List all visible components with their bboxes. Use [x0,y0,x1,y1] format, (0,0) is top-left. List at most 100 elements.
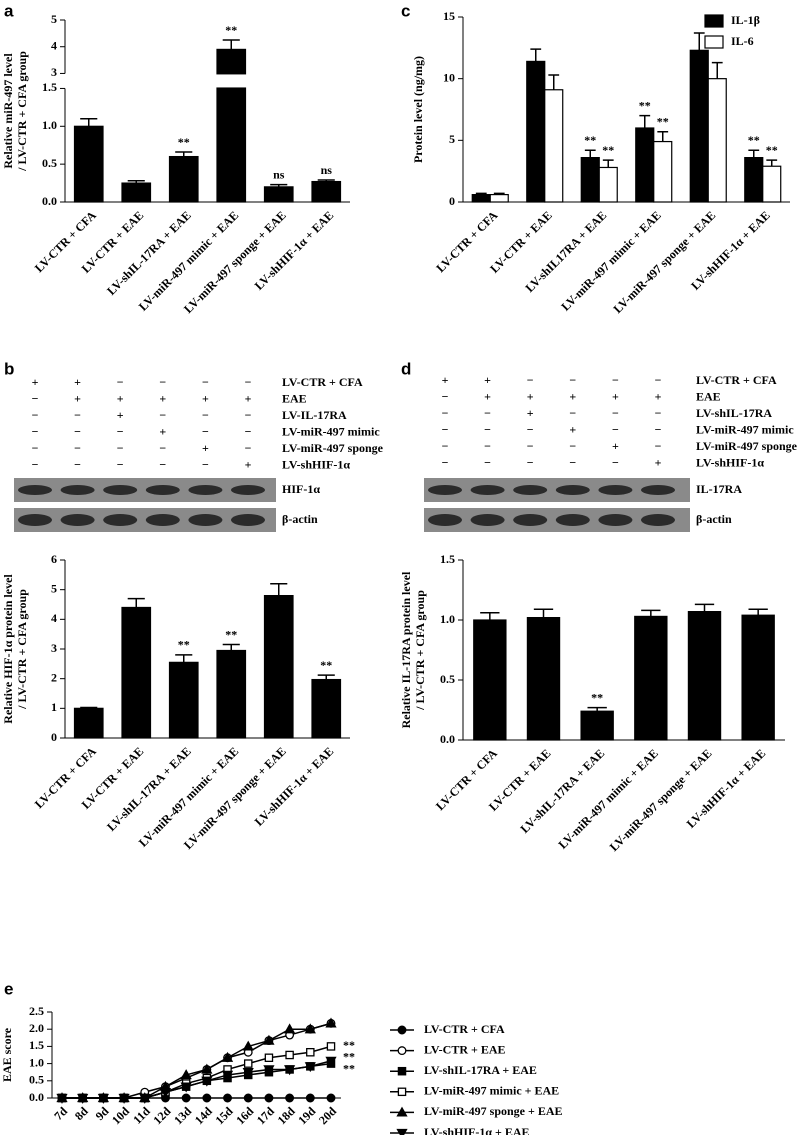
panel-letter: e [4,979,13,998]
treatment-sign: − [159,375,166,389]
legend-marker [397,1087,407,1097]
error-bar [657,130,669,142]
significance-label: ** [343,1061,355,1075]
blot-band [555,485,590,495]
band-label: HIF-1α [282,482,320,496]
y-tick-label: 5 [51,12,57,26]
treatment-sign: + [159,391,166,405]
x-tick-label: 9d [93,1104,112,1123]
legend-marker [397,1066,407,1076]
treatment-sign: + [159,424,166,438]
treatment-sign: + [569,422,576,436]
x-tick-label: 14d [192,1104,215,1127]
marker [97,1093,109,1104]
treatment-sign: − [527,373,534,387]
bar [526,616,561,741]
panel: e 0.0 0.5 1.0 1.5 2.0 2.5 EAE score 7d 8d 9d10d11d… [0,979,563,1135]
marker [263,1065,275,1076]
treatment-label: LV-shHIF-1α [696,455,764,469]
treatment-sign: − [442,439,449,453]
blot-band [145,514,180,526]
bar [598,166,618,203]
significance-label: ** [657,114,669,128]
bar [311,180,342,203]
marker [306,1047,315,1057]
treatment-label: LV-shIL-17RA [696,406,772,420]
legend-swatch [704,14,724,28]
bar [653,140,673,203]
panel: d + + − − − − LV-CTR + CFA − + + + + + EAE − − + − − − LV-shI… [399,359,798,854]
treatment-sign: − [32,457,39,471]
treatment-label: LV-miR-497 sponge [696,439,798,453]
significance-label: ** [602,143,614,157]
treatment-sign: − [117,457,124,471]
error-bar [641,609,661,617]
error-bar [317,179,335,182]
y-tick-label: 10 [443,70,455,84]
significance-label: ** [178,638,190,652]
blot-band [18,485,52,495]
treatment-sign: − [245,408,252,422]
x-tick-label: 20d [316,1104,339,1127]
significance-label: ** [225,23,237,37]
blot-band [641,485,675,495]
treatment-sign: − [484,439,491,453]
treatment-sign: − [442,455,449,469]
marker [326,1042,336,1051]
bar [635,127,655,203]
marker [264,1093,274,1103]
treatment-sign: − [202,457,209,471]
treatment-sign: − [655,422,662,436]
error-bar [711,61,723,79]
y-axis-title: EAE score [0,1027,14,1082]
treatment-sign: + [442,373,449,387]
y-tick-label: 0.0 [42,194,57,208]
error-bar [748,149,760,158]
treatment-sign: − [484,406,491,420]
treatment-sign: − [202,424,209,438]
blot-band [103,514,138,526]
bar [471,194,491,203]
bar [121,606,152,739]
error-bar [80,117,98,127]
treatment-sign: − [245,424,252,438]
bar [689,49,709,203]
legend-label: LV-CTR + EAE [424,1042,506,1056]
treatment-sign: + [484,373,491,387]
blot-band [188,485,223,495]
marker [242,1040,254,1051]
treatment-label: LV-miR-497 mimic [282,424,380,438]
error-bar [475,192,487,195]
marker [243,1059,253,1068]
treatment-sign: + [202,441,209,455]
blot-band [513,514,548,526]
treatment-sign: − [117,441,124,455]
error-bar [222,39,240,50]
blot-band [598,485,633,495]
marker [285,1050,294,1060]
marker [181,1093,191,1103]
marker [118,1093,130,1104]
bar [762,165,782,203]
y-tick-label: 1.5 [29,1038,44,1052]
blot-band [188,514,223,526]
bar [526,60,546,203]
panel-letter: d [401,359,411,378]
y-tick-label: 2.0 [29,1021,44,1035]
treatment-sign: − [245,375,252,389]
treatment-sign: − [74,424,81,438]
treatment-label: EAE [282,391,307,405]
treatment-label: LV-CTR + CFA [282,375,363,389]
legend-label: LV-shIL-17RA + EAE [424,1063,537,1077]
treatment-sign: − [442,422,449,436]
x-tick-label: LV-miR-497 sponge + EAE [607,746,715,854]
y-tick-label: 6 [51,552,57,566]
y-tick-label: 1.5 [440,552,455,566]
panel-letter: b [4,359,14,378]
significance-label: ** [320,658,332,672]
bar [73,125,104,203]
bar [473,619,507,741]
error-bar [175,151,193,157]
